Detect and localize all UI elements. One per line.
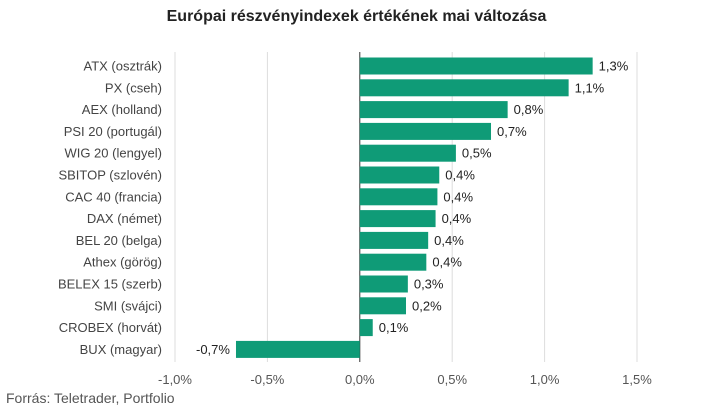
x-tick-label: 1,5% bbox=[622, 372, 652, 387]
bar bbox=[359, 166, 440, 184]
x-tick-label: -1,0% bbox=[158, 372, 192, 387]
data-label: 0,7% bbox=[497, 124, 527, 139]
category-label: AEX (holland) bbox=[82, 102, 162, 117]
category-label: SMI (svájci) bbox=[94, 298, 162, 313]
x-tick-label: 0,0% bbox=[345, 372, 375, 387]
bar bbox=[359, 101, 508, 119]
bar bbox=[359, 79, 569, 97]
bars bbox=[235, 57, 593, 358]
category-label: CAC 40 (francia) bbox=[65, 189, 162, 204]
category-label: BUX (magyar) bbox=[80, 342, 162, 357]
data-label: 0,4% bbox=[432, 255, 462, 270]
bar bbox=[359, 57, 593, 75]
data-label: 0,4% bbox=[445, 168, 475, 183]
data-label: 0,5% bbox=[462, 146, 492, 161]
category-label: BELEX 15 (szerb) bbox=[58, 277, 162, 292]
category-labels: ATX (osztrák) PX (cseh) AEX (holland) PSI 2… bbox=[58, 59, 162, 357]
bar bbox=[359, 144, 456, 162]
data-label: 0,1% bbox=[379, 320, 409, 335]
category-label: DAX (német) bbox=[87, 211, 162, 226]
source-note: Forrás: Teletrader, Portfolio bbox=[6, 390, 175, 406]
data-label: 0,3% bbox=[414, 277, 444, 292]
x-tick-label: 1,0% bbox=[530, 372, 560, 387]
bar bbox=[359, 275, 408, 293]
category-label: Athex (görög) bbox=[83, 255, 162, 270]
x-tick-label: 0,5% bbox=[437, 372, 467, 387]
data-label: 0,4% bbox=[443, 189, 473, 204]
grid-lines bbox=[174, 52, 638, 362]
data-label: 0,4% bbox=[434, 233, 464, 248]
x-axis-ticks: -1,0% -0,5% 0,0% 0,5% 1,0% 1,5% bbox=[158, 372, 652, 387]
bar bbox=[359, 297, 406, 315]
category-label: PSI 20 (portugál) bbox=[64, 124, 162, 139]
x-tick-label: -0,5% bbox=[250, 372, 284, 387]
bar bbox=[359, 210, 436, 228]
bar bbox=[235, 340, 360, 358]
bar bbox=[359, 188, 438, 206]
data-label: 0,4% bbox=[442, 211, 472, 226]
category-label: BEL 20 (belga) bbox=[76, 233, 162, 248]
value-labels: 1,3% 1,1% 0,8% 0,7% 0,5% 0,4% 0,4% 0,4% 0,4% 0,4%… bbox=[196, 59, 629, 357]
data-label: 1,1% bbox=[575, 80, 605, 95]
data-label: 0,8% bbox=[514, 102, 544, 117]
bar bbox=[359, 231, 429, 249]
chart-title: Európai részvényindexek értékének mai vá… bbox=[166, 8, 547, 25]
bar bbox=[359, 122, 492, 140]
bar bbox=[359, 253, 427, 271]
category-label: PX (cseh) bbox=[105, 80, 162, 95]
category-label: WIG 20 (lengyel) bbox=[64, 146, 162, 161]
category-label: ATX (osztrák) bbox=[84, 59, 163, 74]
data-label: -0,7% bbox=[196, 342, 230, 357]
category-label: SBITOP (szlovén) bbox=[58, 168, 162, 183]
bar bbox=[359, 319, 373, 337]
category-label: CROBEX (horvát) bbox=[59, 320, 162, 335]
data-label: 0,2% bbox=[412, 298, 442, 313]
data-label: 1,3% bbox=[599, 59, 629, 74]
